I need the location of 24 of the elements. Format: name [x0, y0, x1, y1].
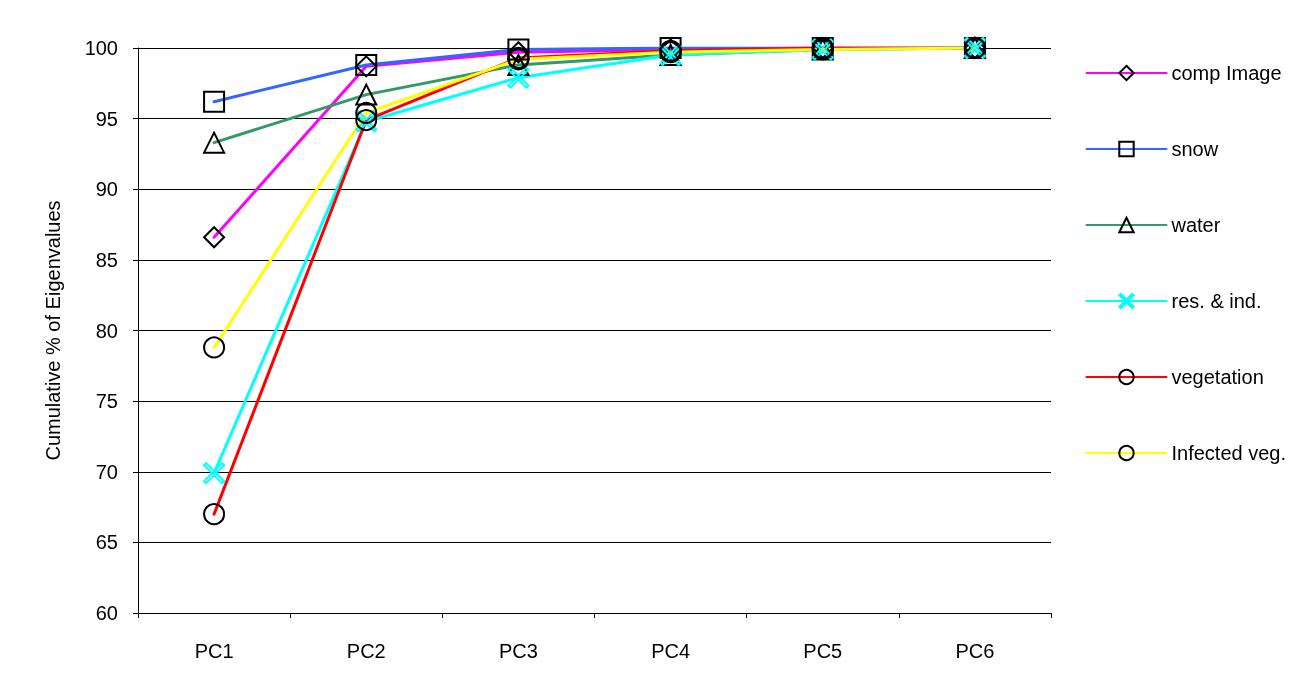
y-tick-label: 100	[84, 37, 118, 59]
point	[507, 66, 530, 89]
legend-label: res. & ind.	[1171, 290, 1262, 312]
point	[203, 462, 226, 485]
x-tick-label: PC2	[346, 640, 386, 662]
x-tick-label: PC1	[194, 640, 234, 662]
legend-label: Infected veg.	[1171, 442, 1287, 464]
y-tick-label: 70	[95, 460, 118, 483]
legend-label: comp Image	[1171, 62, 1282, 84]
y-tick-label: 90	[95, 178, 118, 201]
legend-label: vegetation	[1171, 366, 1264, 388]
legend-label: snow	[1171, 138, 1219, 160]
x-tick-label: PC3	[498, 640, 538, 662]
y-axis-title: Cumulative % of Eigenvalues	[42, 200, 64, 461]
y-tick-label: 60	[95, 602, 118, 624]
x-tick-label: PC4	[651, 640, 691, 662]
x-tick-label: PC5	[803, 640, 843, 662]
y-tick-label: 85	[95, 248, 118, 271]
x-tick-label: PC6	[955, 640, 995, 662]
y-tick-label: 80	[95, 319, 118, 342]
legend-label: water	[1170, 214, 1221, 236]
y-tick-label: 95	[95, 107, 118, 130]
y-tick-label: 65	[95, 531, 118, 554]
y-tick-label: 75	[95, 390, 118, 413]
